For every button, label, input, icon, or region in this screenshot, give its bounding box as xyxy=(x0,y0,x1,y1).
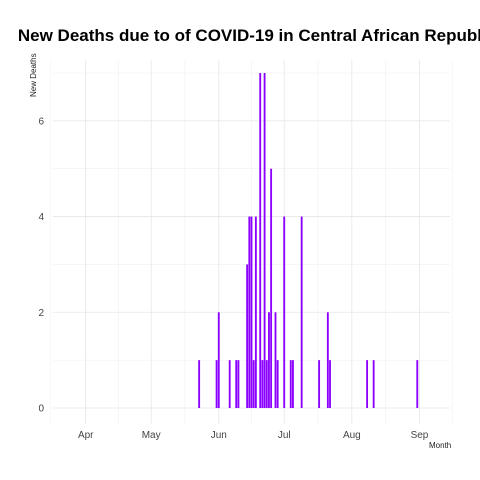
x-axis-label: Month xyxy=(429,441,452,450)
bars xyxy=(198,73,419,408)
chart-title: New Deaths due to of COVID-19 in Central… xyxy=(17,26,480,45)
bar-2020-07-01 xyxy=(283,216,286,408)
bar-2020-06-23 xyxy=(265,360,268,408)
x-tick-label: Sep xyxy=(411,430,429,441)
bar-2020-06-06 xyxy=(228,360,231,408)
x-tick-label: Jun xyxy=(211,430,227,441)
bar-2020-06-10 xyxy=(237,360,240,408)
bar-2020-06-22 xyxy=(263,73,266,408)
bar-2020-06-21 xyxy=(261,360,264,408)
bar-2020-07-05 xyxy=(292,360,294,408)
bar-2020-06-09 xyxy=(235,360,238,408)
bar-2020-07-21 xyxy=(326,312,329,408)
bar-2020-05-23 xyxy=(198,360,201,408)
x-tick-label: Apr xyxy=(78,430,94,441)
x-tick-label: Aug xyxy=(343,430,361,441)
bar-2020-07-22 xyxy=(329,360,331,408)
bar-2020-06-16 xyxy=(250,216,253,408)
tick-labels: 0 2 4 6 Apr May Jun Jul Aug Sep xyxy=(38,116,428,441)
bar-2020-06-15 xyxy=(248,216,251,408)
bar-2020-06-28 xyxy=(276,360,279,408)
bar-2020-06-14 xyxy=(246,264,249,408)
bar-2020-06-20 xyxy=(259,73,262,408)
y-tick-label: 6 xyxy=(38,116,44,127)
bar-2020-05-31 xyxy=(215,360,218,408)
bar-2020-07-17 xyxy=(318,360,321,408)
bar-2020-08-11 xyxy=(372,360,375,408)
bar-2020-06-24 xyxy=(268,312,270,408)
x-tick-label: May xyxy=(142,430,161,441)
bar-2020-06-17 xyxy=(252,360,255,408)
bar-2020-06-18 xyxy=(254,216,257,408)
x-tick-label: Jul xyxy=(278,430,291,441)
bar-2020-07-09 xyxy=(300,216,303,408)
y-tick-label: 0 xyxy=(38,404,44,415)
bar-2020-08-08 xyxy=(366,360,369,408)
bar-2020-08-31 xyxy=(416,360,419,408)
bar-2020-06-25 xyxy=(270,168,273,408)
bar-2020-07-04 xyxy=(289,360,292,408)
y-tick-label: 4 xyxy=(38,212,44,223)
bar-2020-06-01 xyxy=(217,312,220,408)
bar-2020-06-27 xyxy=(274,312,277,408)
y-tick-label: 2 xyxy=(38,308,44,319)
